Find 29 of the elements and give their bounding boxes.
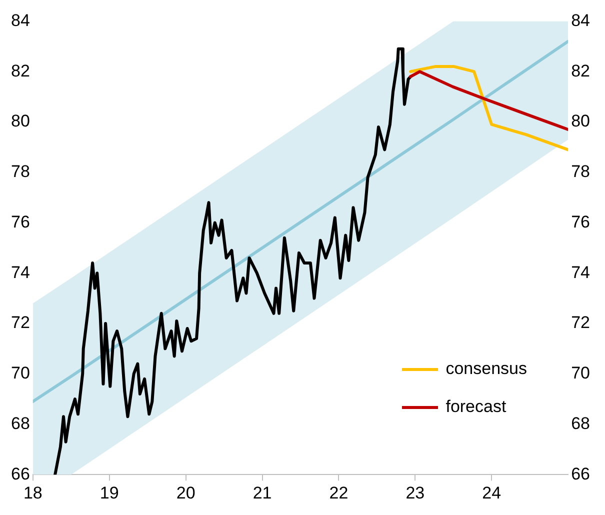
y2-tick-label: 80: [571, 112, 590, 131]
y2-tick-label: 74: [571, 262, 590, 282]
y2-tick-label: 84: [571, 10, 590, 30]
y2-tick-label: 82: [571, 61, 590, 80]
y-tick-label: 66: [10, 464, 30, 484]
y2-tick-label: 72: [571, 313, 590, 332]
x-tick-label: 21: [252, 483, 272, 502]
y-tick-label: 82: [10, 61, 30, 80]
y-tick-label: 68: [10, 414, 30, 433]
x-tick-label: 22: [329, 483, 348, 502]
y-tick-label: 70: [10, 364, 30, 383]
x-tick-label: 24: [482, 483, 502, 502]
x-tick-label: 20: [176, 483, 196, 502]
y-tick-label: 78: [10, 162, 30, 182]
x-tick-label: 19: [100, 483, 119, 502]
y-tick-label: 72: [10, 313, 30, 332]
y-tick-label: 84: [10, 10, 30, 30]
y2-tick-label: 68: [571, 414, 590, 433]
x-tick-label: 18: [23, 483, 42, 502]
y2-tick-label: 66: [571, 464, 590, 484]
y2-tick-label: 70: [571, 364, 590, 383]
x-tick-label: 23: [406, 483, 425, 502]
y2-tick-label: 76: [571, 212, 590, 232]
y-tick-label: 76: [10, 212, 30, 232]
y-tick-label: 74: [10, 262, 30, 282]
legend-label: consensus: [446, 359, 527, 379]
y-tick-label: 80: [10, 112, 30, 131]
y2-tick-label: 78: [571, 162, 590, 182]
legend-label: forecast: [446, 397, 506, 417]
